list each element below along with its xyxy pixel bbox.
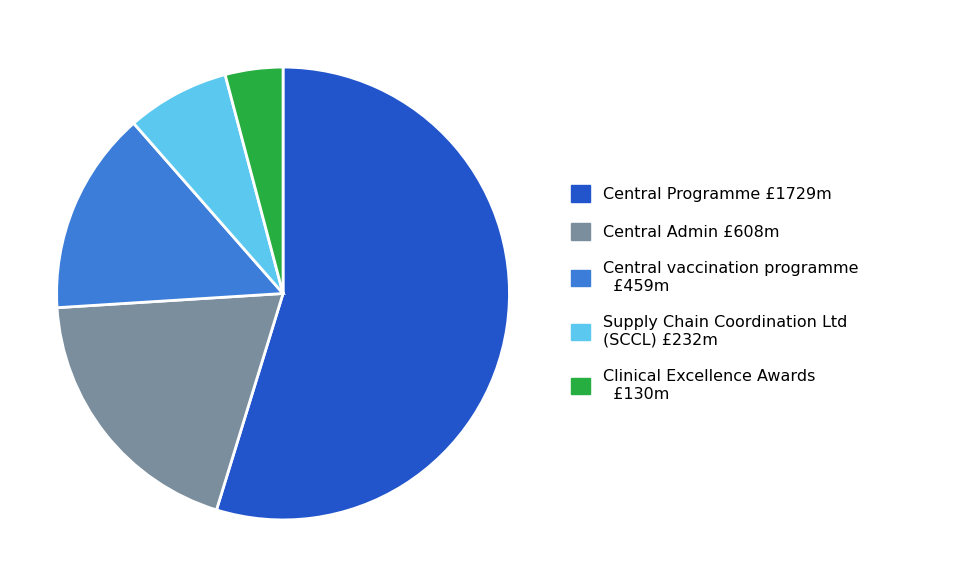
- Wedge shape: [57, 294, 283, 510]
- Wedge shape: [217, 67, 509, 520]
- Wedge shape: [134, 75, 283, 294]
- Wedge shape: [225, 67, 283, 294]
- Wedge shape: [57, 123, 283, 308]
- Legend: Central Programme £1729m, Central Admin £608m, Central vaccination programme
  £: Central Programme £1729m, Central Admin …: [564, 179, 865, 408]
